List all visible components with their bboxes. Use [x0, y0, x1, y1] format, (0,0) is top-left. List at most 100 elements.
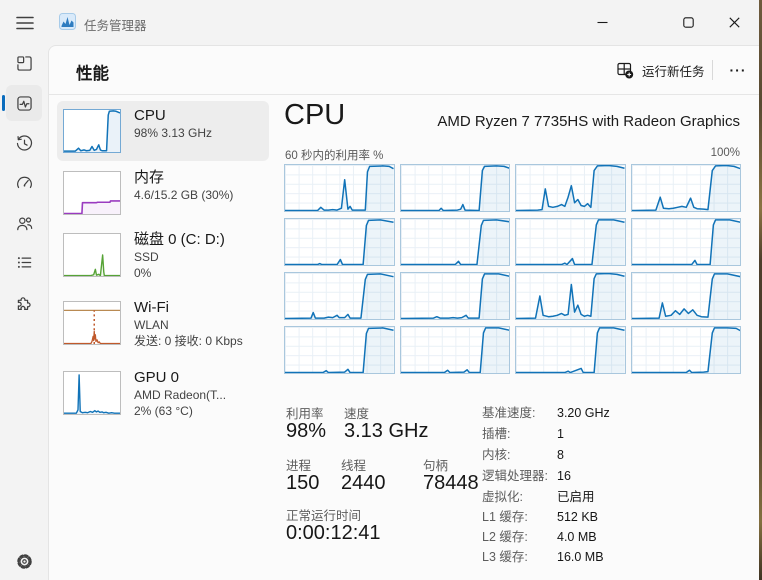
- more-options-button[interactable]: ···: [729, 62, 747, 78]
- perf-item-subtitle: SSD: [134, 250, 159, 264]
- nav-details[interactable]: [6, 244, 42, 280]
- perf-item-subtitle2: 0%: [134, 265, 152, 280]
- run-new-task-icon: [617, 62, 634, 79]
- perf-item-wifi[interactable]: Wi-Fi WLAN 发送: 0 接收: 0 Kbps: [57, 293, 269, 361]
- core-chart: [284, 326, 395, 374]
- uptime-value: 0:00:12:41: [286, 522, 381, 544]
- detail-label: 逻辑处理器:: [482, 469, 548, 483]
- speed-value: 3.13 GHz: [344, 420, 429, 442]
- threads-label: 线程: [341, 459, 367, 473]
- close-button[interactable]: [711, 0, 757, 44]
- detail-label: L1 缓存:: [482, 510, 528, 524]
- disk-sparkline: [63, 233, 121, 277]
- detail-l1-cache: L1 缓存: 512 KB: [482, 506, 598, 525]
- wifi-sparkline: [63, 301, 121, 345]
- nav-app-history[interactable]: [6, 125, 42, 161]
- detail-value: 已启用: [557, 490, 595, 504]
- perf-item-gpu[interactable]: GPU 0 AMD Radeon(T... 2% (63 °C): [57, 363, 269, 431]
- detail-label: L3 缓存:: [482, 550, 528, 564]
- memory-sparkline: [63, 171, 121, 215]
- detail-value: 16: [557, 469, 571, 483]
- nav-performance[interactable]: [2, 85, 42, 121]
- cpu-sparkline: [63, 109, 121, 153]
- minimize-button[interactable]: [579, 0, 625, 44]
- core-chart: [630, 164, 741, 212]
- perf-item-subtitle: 98% 3.13 GHz: [134, 126, 213, 140]
- run-new-task-label: 运行新任务: [642, 64, 705, 79]
- core-chart: [515, 272, 626, 320]
- nav-startup-apps[interactable]: [6, 165, 42, 201]
- nav-processes[interactable]: [6, 45, 42, 81]
- nav-users[interactable]: [6, 205, 42, 241]
- detail-l2-cache: L2 缓存: 4.0 MB: [482, 526, 597, 545]
- core-chart: [284, 164, 395, 212]
- toolbar-separator: [712, 60, 713, 80]
- core-chart: [630, 326, 741, 374]
- nav-services[interactable]: [6, 284, 42, 320]
- core-chart: [630, 218, 741, 266]
- core-chart: [399, 218, 510, 266]
- detail-value: 3.20 GHz: [557, 406, 610, 420]
- threads-value: 2440: [341, 472, 386, 494]
- handles-value: 78448: [423, 472, 479, 494]
- detail-base-speed: 基准速度: 3.20 GHz: [482, 402, 610, 421]
- core-chart: [284, 272, 395, 320]
- processes-label: 进程: [286, 459, 312, 473]
- detail-value: 4.0 MB: [557, 530, 597, 544]
- handles-label: 句柄: [423, 459, 449, 473]
- perf-item-title: GPU 0: [134, 369, 180, 386]
- axis-label-right: 100%: [710, 147, 740, 159]
- core-chart: [630, 272, 741, 320]
- run-new-task-button[interactable]: 运行新任务: [609, 56, 713, 84]
- perf-item-subtitle: 4.6/15.2 GB (30%): [134, 188, 234, 202]
- perf-item-disk[interactable]: 磁盘 0 (C: D:) SSD 0%: [57, 225, 269, 293]
- desktop-edge: [759, 0, 762, 580]
- maximize-button[interactable]: [665, 0, 711, 44]
- cpu-device-name: AMD Ryzen 7 7735HS with Radeon Graphics: [437, 113, 740, 130]
- detail-l3-cache: L3 缓存: 16.0 MB: [482, 546, 604, 565]
- detail-logical-processors: 逻辑处理器: 16: [482, 465, 571, 484]
- processes-value: 150: [286, 472, 320, 494]
- utilization-label: 利用率: [286, 407, 324, 421]
- perf-item-memory[interactable]: 内存 4.6/15.2 GB (30%): [57, 163, 269, 223]
- page-title: 性能: [76, 65, 109, 83]
- detail-label: 插槽:: [482, 427, 511, 441]
- selected-indicator: [2, 95, 5, 111]
- core-chart: [284, 218, 395, 266]
- core-chart: [515, 218, 626, 266]
- detail-cores: 内核: 8: [482, 444, 564, 463]
- detail-sockets: 插槽: 1: [482, 423, 564, 442]
- core-chart: [515, 326, 626, 374]
- detail-label: 虚拟化:: [482, 490, 523, 504]
- speed-label: 速度: [344, 407, 370, 421]
- cpu-section-title: CPU: [284, 99, 346, 131]
- core-chart: [399, 164, 510, 212]
- titlebar: 任务管理器: [0, 0, 762, 45]
- content-area: 性能 运行新任务 ··· CPU 98% 3.13 GHz 内存 4.6/15.…: [48, 45, 760, 580]
- toolbar-divider: [49, 94, 760, 95]
- core-chart: [399, 272, 510, 320]
- axis-label-left: 60 秒内的利用率 %: [285, 150, 384, 162]
- core-chart: [515, 164, 626, 212]
- perf-item-subtitle: WLAN: [134, 318, 169, 332]
- perf-item-subtitle2: 发送: 0 接收: 0 Kbps: [134, 333, 243, 348]
- detail-virtualization: 虚拟化: 已启用: [482, 486, 595, 505]
- perf-item-cpu[interactable]: CPU 98% 3.13 GHz: [57, 101, 269, 161]
- detail-value: 512 KB: [557, 510, 599, 524]
- perf-item-subtitle2: 2% (63 °C): [134, 403, 193, 418]
- utilization-value: 98%: [286, 420, 327, 442]
- task-manager-app-icon: [59, 13, 76, 30]
- nav-settings[interactable]: [6, 543, 42, 579]
- navigation-rail: [0, 45, 48, 580]
- perf-item-title: CPU: [134, 107, 166, 124]
- logical-processor-grid: [284, 164, 741, 374]
- core-chart: [399, 326, 510, 374]
- detail-label: 内核:: [482, 448, 511, 462]
- detail-value: 8: [557, 448, 564, 462]
- perf-item-title: 磁盘 0 (C: D:): [134, 231, 225, 248]
- hamburger-menu-button[interactable]: [10, 8, 40, 38]
- detail-label: 基准速度:: [482, 406, 536, 420]
- detail-value: 1: [557, 427, 564, 441]
- perf-item-title: 内存: [134, 169, 165, 186]
- gpu-sparkline: [63, 371, 121, 415]
